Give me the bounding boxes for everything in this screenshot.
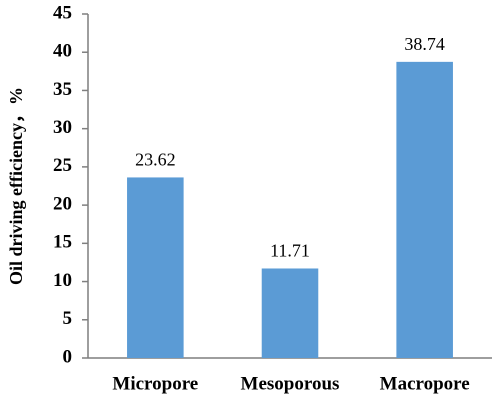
- x-tick-label: Micropore: [112, 373, 198, 394]
- y-tick-label: 45: [53, 2, 72, 23]
- y-tick-label: 20: [53, 193, 72, 214]
- y-tick-label: 30: [53, 117, 72, 138]
- y-tick-label: 25: [53, 155, 72, 176]
- y-tick-label: 40: [53, 41, 72, 62]
- y-tick-label: 10: [53, 270, 72, 291]
- data-label: 23.62: [135, 150, 176, 170]
- y-axis-label: Oil driving efficiency，%: [6, 87, 26, 285]
- bar: [127, 177, 184, 358]
- bar: [396, 61, 453, 359]
- y-tick-label: 35: [53, 79, 72, 100]
- y-tick-label: 0: [63, 346, 73, 367]
- x-tick-label: Mesoporous: [241, 373, 340, 394]
- y-tick-label: 15: [53, 232, 72, 253]
- x-tick-label: Macropore: [380, 373, 470, 394]
- bar: [261, 268, 319, 358]
- data-label: 11.71: [270, 241, 310, 261]
- y-tick-label: 5: [63, 308, 73, 329]
- data-label: 38.74: [404, 34, 445, 54]
